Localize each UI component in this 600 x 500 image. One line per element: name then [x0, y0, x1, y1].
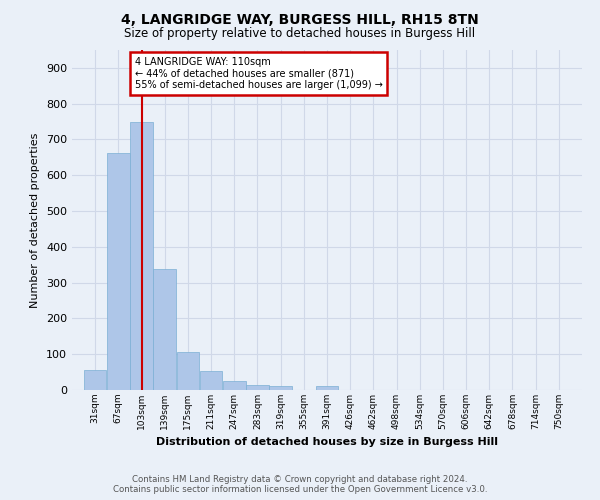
Bar	[269, 386, 292, 390]
Bar	[84, 370, 106, 390]
Text: 4, LANGRIDGE WAY, BURGESS HILL, RH15 8TN: 4, LANGRIDGE WAY, BURGESS HILL, RH15 8TN	[121, 12, 479, 26]
Y-axis label: Number of detached properties: Number of detached properties	[31, 132, 40, 308]
Text: Contains HM Land Registry data © Crown copyright and database right 2024.
Contai: Contains HM Land Registry data © Crown c…	[113, 474, 487, 494]
Bar	[246, 385, 269, 390]
Bar	[107, 152, 130, 390]
Bar	[200, 371, 223, 390]
X-axis label: Distribution of detached houses by size in Burgess Hill: Distribution of detached houses by size …	[156, 438, 498, 448]
Bar	[223, 381, 245, 390]
Bar	[316, 386, 338, 390]
Bar	[154, 269, 176, 390]
Text: Size of property relative to detached houses in Burgess Hill: Size of property relative to detached ho…	[124, 28, 476, 40]
Bar	[130, 122, 153, 390]
Text: 4 LANGRIDGE WAY: 110sqm
← 44% of detached houses are smaller (871)
55% of semi-d: 4 LANGRIDGE WAY: 110sqm ← 44% of detache…	[134, 57, 382, 90]
Bar	[176, 352, 199, 390]
